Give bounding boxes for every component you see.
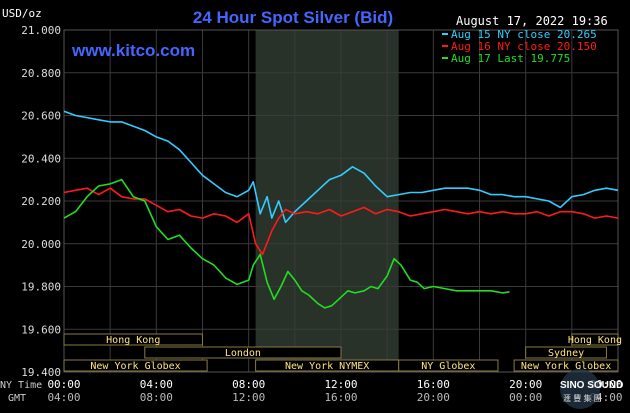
- session-bar-box: [144, 346, 342, 359]
- session-bar: Hong Kong: [63, 333, 203, 346]
- session-bar-box: [63, 333, 203, 346]
- session-bar-box: [63, 359, 208, 372]
- x-tick-label: 08:00: [140, 391, 173, 404]
- session-label: London: [225, 348, 261, 359]
- watermark-subtext: 滙 豐 集 團: [563, 393, 602, 403]
- session-label: Hong Kong: [568, 335, 622, 346]
- y-tick-label: 20.000: [21, 238, 61, 251]
- session-bar: New York Globex: [63, 359, 208, 372]
- session-bar-box: [525, 346, 607, 359]
- x-tick-label: 08:00: [232, 378, 265, 391]
- y-tick-labels: 19.400 19.600 19.800 20.000 20.200 20.400 20.6…: [21, 24, 61, 379]
- x-tick-label: 16:00: [324, 391, 357, 404]
- x-tick-label: 04:00: [140, 378, 173, 391]
- session-bar: London: [144, 346, 342, 359]
- legend-label: Aug 16 NY close 20.150: [451, 40, 597, 53]
- session-bars: Hong Kong London New York NYMEX New York Gl…: [63, 333, 622, 372]
- x-row-label-ny: NY Time: [0, 380, 42, 391]
- x-tick-label: 12:00: [232, 391, 265, 404]
- session-bar: New York NYMEX: [255, 359, 400, 372]
- y-tick-label: 20.200: [21, 195, 61, 208]
- session-bar: Hong Kong: [568, 333, 622, 346]
- session-bar-box: [398, 359, 499, 372]
- legend-label: Aug 15 NY close 20.265: [451, 28, 597, 41]
- legend-label: Aug 17 Last 19.775: [451, 52, 570, 65]
- series-line: [63, 178, 510, 309]
- x-tick-label: 16:00: [417, 378, 450, 391]
- x-tick-label: 20:00: [509, 378, 542, 391]
- x-row-label-gmt: GMT: [8, 393, 26, 404]
- session-label: NY Globex: [421, 361, 475, 372]
- watermark-text: SINO SOUND: [560, 380, 623, 391]
- y-tick-label: 20.800: [21, 67, 61, 80]
- plot-frame: [63, 29, 619, 373]
- y-tick-label: 19.400: [21, 366, 61, 379]
- session-label: New York NYMEX: [285, 361, 369, 372]
- y-tick-label: 20.600: [21, 110, 61, 123]
- y-tick-label: 19.600: [21, 323, 61, 336]
- timestamp: August 17, 2022 19:36: [456, 14, 608, 28]
- website-url: www.kitco.com: [71, 41, 195, 60]
- series-lines: [63, 110, 619, 309]
- x-tick-labels: 00:00 04:00 08:00 12:00 16:00 20:00 00:0004:00…: [47, 378, 622, 404]
- x-tick-label: 04:00: [47, 391, 80, 404]
- session-bar: New York Globex: [513, 359, 619, 372]
- x-tick-label: 20:00: [417, 391, 450, 404]
- session-label: Sydney: [548, 348, 584, 359]
- grid-lines: [63, 29, 619, 373]
- session-label: New York Globex: [90, 361, 180, 372]
- session-bar: Sydney: [525, 346, 607, 359]
- session-label: Hong Kong: [106, 335, 160, 346]
- y-tick-label: 19.800: [21, 281, 61, 294]
- y-tick-label: 21.000: [21, 24, 61, 37]
- watermark-logo: SINO SOUND 滙 豐 集 團: [560, 369, 623, 409]
- series-line: [63, 110, 619, 224]
- watermark-circle-icon: [560, 369, 600, 409]
- session-bar-box: [513, 359, 619, 372]
- series-line: [63, 187, 619, 256]
- session-bar: NY Globex: [398, 359, 499, 372]
- x-tick-label: 00:00: [509, 391, 542, 404]
- y-tick-label: 20.400: [21, 152, 61, 165]
- y-axis-label: USD/oz: [2, 7, 42, 20]
- x-tick-label: 00:00: [47, 378, 80, 391]
- chart-title: 24 Hour Spot Silver (Bid): [193, 8, 393, 27]
- x-tick-label: 12:00: [324, 378, 357, 391]
- session-bar-box: [571, 333, 619, 346]
- session-label: New York Globex: [521, 361, 611, 372]
